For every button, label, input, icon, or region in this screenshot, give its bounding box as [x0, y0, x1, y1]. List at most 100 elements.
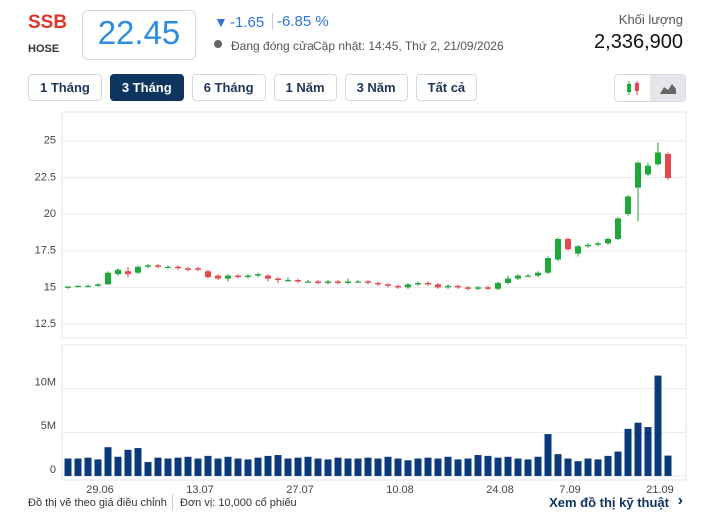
area-icon[interactable] — [650, 75, 685, 101]
candle-body — [645, 165, 651, 175]
area-glyph — [659, 84, 676, 94]
footer-sep — [172, 494, 173, 510]
volume-bar — [144, 462, 152, 476]
candle-body — [515, 275, 521, 279]
volume-bar — [624, 428, 632, 476]
x-tick-label: 29.06 — [86, 484, 114, 496]
candle-body — [655, 152, 661, 165]
candle-body — [495, 282, 501, 289]
candle-body — [615, 218, 621, 239]
price-box — [82, 10, 196, 60]
volume-bar — [154, 457, 162, 476]
candle-body — [545, 258, 551, 273]
candle-body — [475, 287, 481, 289]
candle-body — [285, 280, 291, 282]
volume-bar — [574, 461, 582, 476]
volume-bar — [254, 457, 262, 476]
range-tab[interactable]: 1 Tháng — [28, 74, 102, 101]
volume-bar — [274, 455, 282, 476]
candle-body — [585, 244, 591, 247]
candle-body — [75, 285, 81, 288]
candle-body — [85, 285, 91, 288]
x-tick-label: 21.09 — [646, 484, 674, 496]
candle-body — [455, 285, 461, 288]
volume-bar — [534, 456, 542, 476]
volume-bar — [654, 375, 662, 476]
x-tick-label: 7.09 — [559, 484, 580, 496]
candle-body — [535, 272, 541, 276]
range-tab[interactable]: 1 Năm — [273, 74, 337, 101]
candle-body — [205, 271, 211, 278]
volume-bar — [174, 457, 182, 476]
volume-bar — [334, 457, 342, 476]
candle-body — [665, 153, 671, 179]
candle-body — [605, 238, 611, 244]
candle-body — [445, 285, 451, 288]
chart-type-switch — [614, 74, 686, 102]
volume-bar — [194, 458, 202, 476]
link-chevron[interactable]: › — [677, 492, 683, 509]
y2-tick-label: 10M — [35, 377, 56, 389]
candle-body — [65, 286, 71, 288]
volume-bar — [224, 456, 232, 476]
range-tab[interactable]: Tất cả — [415, 74, 478, 101]
y2-tick-label: 5M — [41, 420, 56, 432]
volume-bar — [424, 457, 432, 476]
candle-body — [95, 284, 101, 286]
volume-bar — [84, 457, 92, 476]
volume-bar — [234, 458, 242, 476]
candle-body — [555, 238, 561, 260]
candle-body — [225, 275, 231, 279]
candle-body — [275, 278, 281, 281]
candle-body — [565, 238, 571, 250]
candle-body — [525, 275, 531, 277]
volume-bar — [344, 458, 352, 476]
change-pct: -6.85 % — [272, 13, 329, 30]
candle-body — [435, 284, 441, 288]
y-tick-label: 25 — [44, 135, 56, 147]
candle-body — [165, 266, 171, 269]
volume-bar — [544, 434, 552, 476]
updated: Cập nhật: 14:45, Thứ 2, 21/09/2026 — [313, 39, 504, 53]
volume-bar — [564, 458, 572, 476]
candle-body — [425, 282, 431, 285]
x-tick-label: 27.07 — [286, 484, 314, 496]
volume-bar — [184, 456, 192, 476]
candle-body — [485, 287, 491, 289]
volume-bar — [244, 459, 252, 476]
volume-bar — [404, 460, 412, 476]
volume-bar — [604, 455, 612, 476]
volume-bar — [114, 456, 122, 476]
candle-body — [295, 280, 301, 282]
volume: 2,336,900 — [594, 31, 683, 53]
exchange: HOSE — [28, 43, 60, 55]
candle-body — [375, 282, 381, 285]
change: -1.65 — [230, 14, 265, 31]
range-tab[interactable]: 6 Tháng — [191, 74, 266, 101]
footer-note: Đồ thị vẽ theo giá điều chỉnh — [28, 497, 167, 509]
range-tab[interactable]: 3 Tháng — [109, 74, 184, 101]
technical-link[interactable]: Xem đồ thị kỹ thuật — [549, 495, 669, 510]
range-tab[interactable]: 3 Năm — [344, 74, 408, 101]
change-arrow: ▼ — [214, 14, 228, 30]
candle-body — [265, 275, 271, 279]
volume-bar — [354, 458, 362, 476]
x-tick-label: 24.08 — [486, 484, 514, 496]
volume-bar — [434, 458, 442, 476]
status-dot — [214, 40, 222, 48]
candle-icon[interactable] — [615, 75, 650, 101]
volume-label: Khối lượng — [618, 12, 683, 27]
y-tick-label: 20 — [44, 208, 56, 220]
volume-bar — [164, 458, 172, 476]
volume-bar — [514, 458, 522, 476]
y-tick-label: 12.5 — [35, 318, 56, 330]
price-panel — [61, 111, 687, 339]
y-tick-label: 15 — [44, 281, 56, 293]
status: Đang đóng cửa — [231, 39, 314, 53]
volume-bar — [584, 458, 592, 476]
volume-bar — [394, 458, 402, 476]
volume-bar — [504, 456, 512, 476]
candle-body — [145, 265, 151, 267]
candle-body — [105, 272, 111, 285]
footer-unit: Đơn vị: 10,000 cổ phiếu — [180, 497, 297, 509]
